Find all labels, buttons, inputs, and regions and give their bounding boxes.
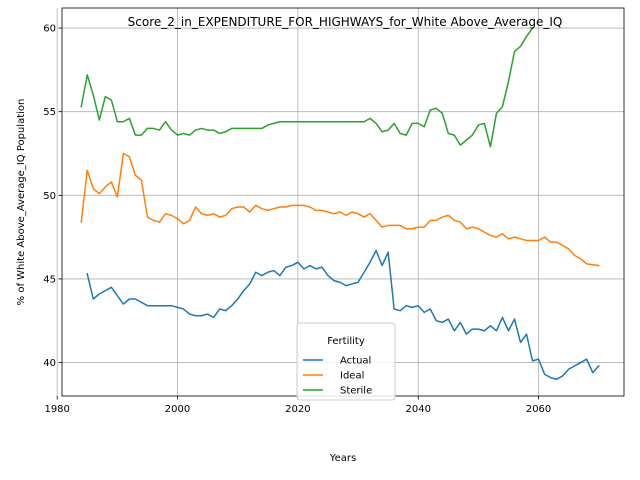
x-axis-label: Years — [329, 453, 356, 464]
y-tick-label: 55 — [43, 107, 56, 118]
series-line-actual — [86, 249, 600, 381]
x-tick-label: 1980 — [44, 404, 69, 415]
series-lines — [80, 27, 600, 381]
legend-title: Fertility — [327, 336, 365, 347]
y-tick-label: 50 — [43, 191, 56, 202]
legend-label-sterile: Sterile — [340, 386, 372, 397]
series-line-ideal — [80, 152, 600, 267]
y-tick-label: 45 — [43, 274, 56, 285]
y-tick-label: 60 — [43, 24, 56, 35]
axis-ticks: 1980 2000 2020 2040 2060 40 45 50 55 60 — [43, 24, 551, 415]
x-tick-label: 2060 — [526, 404, 551, 415]
y-axis-label: % of White Above_Average_IQ Population — [16, 99, 27, 306]
legend-label-actual: Actual — [340, 356, 371, 367]
x-tick-label: 2040 — [405, 404, 430, 415]
chart-title: Score_2_in_EXPENDITURE_FOR_HIGHWAYS_for_… — [128, 15, 563, 29]
series-line-sterile — [80, 27, 534, 148]
legend: Fertility Actual Ideal Sterile — [296, 322, 396, 401]
x-tick-label: 2000 — [165, 404, 190, 415]
legend-entries: Actual Ideal Sterile — [303, 356, 372, 397]
legend-label-ideal: Ideal — [340, 371, 364, 382]
x-tick-label: 2020 — [285, 404, 310, 415]
legend-box — [296, 322, 396, 401]
y-tick-label: 40 — [43, 358, 56, 369]
